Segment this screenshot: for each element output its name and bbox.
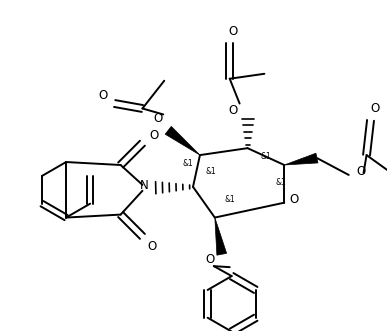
Text: O: O [98, 89, 107, 102]
Text: &1: &1 [260, 152, 271, 161]
Text: &1: &1 [276, 178, 287, 187]
Text: O: O [150, 129, 159, 142]
Text: O: O [371, 102, 380, 115]
Polygon shape [165, 126, 200, 155]
Text: O: O [289, 193, 299, 206]
Text: O: O [356, 165, 365, 178]
Text: &1: &1 [205, 167, 216, 176]
Text: O: O [148, 240, 157, 253]
Text: O: O [205, 253, 214, 266]
Text: O: O [228, 104, 237, 117]
Text: &1: &1 [224, 195, 235, 204]
Polygon shape [284, 153, 318, 165]
Text: O: O [154, 112, 163, 125]
Text: O: O [228, 25, 237, 38]
Polygon shape [215, 217, 227, 255]
Text: &1: &1 [183, 158, 193, 168]
Text: N: N [140, 179, 149, 192]
